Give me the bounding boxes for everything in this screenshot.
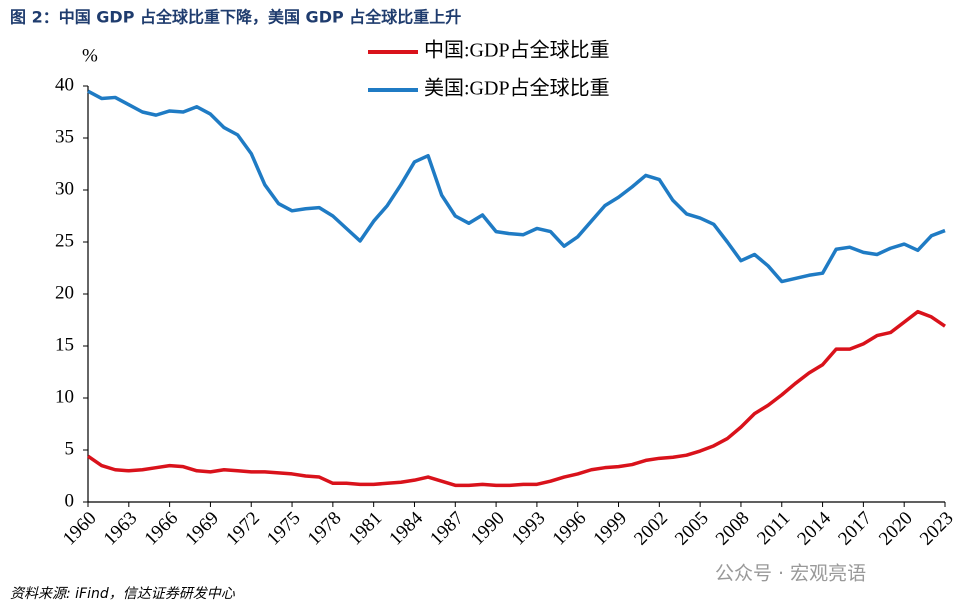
source: 资料来源: iFind，信达证券研发中心 <box>10 586 236 602</box>
y-tick-label: 30 <box>55 178 74 199</box>
y-tick-label: 0 <box>65 490 75 511</box>
legend-label: 美国:GDP占全球比重 <box>424 77 610 100</box>
x-tick-label: 1996 <box>549 508 591 550</box>
x-tick-label: 1978 <box>304 508 346 550</box>
x-tick-label: 2023 <box>916 508 958 550</box>
x-tick-label: 1969 <box>181 508 223 550</box>
x-tick-label: 1984 <box>385 507 427 549</box>
x-tick-label: 2017 <box>834 508 876 550</box>
y-tick-label: 10 <box>55 386 74 407</box>
x-tick-label: 2005 <box>671 508 713 550</box>
y-unit: % <box>82 45 98 66</box>
y-tick-label: 20 <box>55 282 74 303</box>
x-tick-label: 2011 <box>753 508 794 549</box>
x-tick-label: 1972 <box>222 508 264 550</box>
x-tick-label: 1960 <box>59 508 101 550</box>
series-line <box>87 89 946 284</box>
x-tick-label: 1999 <box>589 508 631 550</box>
x-tick-label: 1990 <box>467 508 509 550</box>
watermark: 公众号 · 宏观亮语 <box>715 563 866 585</box>
series-line <box>87 309 946 488</box>
chart-title: 图 2：中国 GDP 占全球比重下降，美国 GDP 占全球比重上升 <box>10 8 461 27</box>
x-tick-label: 1981 <box>345 508 387 550</box>
y-tick-label: 35 <box>55 126 74 147</box>
x-tick-label: 1963 <box>100 508 142 550</box>
y-tick-label: 25 <box>55 230 74 251</box>
y-tick-label: 40 <box>55 74 74 95</box>
x-tick-label: 1993 <box>508 508 550 550</box>
legend-label: 中国:GDP占全球比重 <box>424 39 610 62</box>
x-tick-label: 1966 <box>141 508 183 550</box>
x-tick-label: 2014 <box>793 507 835 549</box>
x-tick-label: 2008 <box>712 508 754 550</box>
x-tick-label: 1975 <box>263 508 305 550</box>
x-tick-label: 2002 <box>630 508 672 550</box>
x-tick-label: 1987 <box>426 508 468 550</box>
x-tick-label: 2020 <box>875 508 917 550</box>
y-tick-label: 15 <box>55 334 74 355</box>
y-tick-label: 5 <box>65 438 75 459</box>
